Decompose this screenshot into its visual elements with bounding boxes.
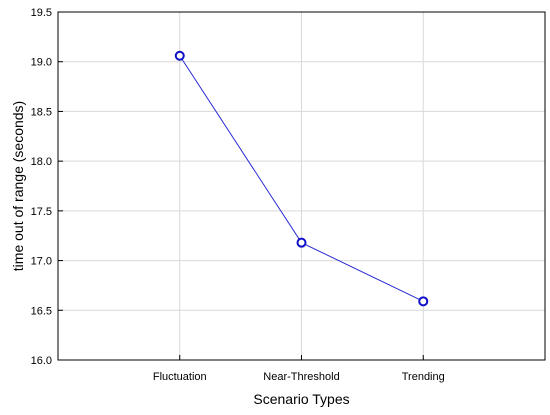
x-tick-label: Near-Threshold xyxy=(263,371,339,383)
y-tick-label: 19.5 xyxy=(31,7,52,19)
data-point xyxy=(418,296,429,307)
y-tick-label: 18.5 xyxy=(31,106,52,118)
y-tick-label: 17.0 xyxy=(31,256,52,268)
y-tick-label: 16.5 xyxy=(31,305,52,317)
x-tick-label: Trending xyxy=(402,371,445,383)
x-tick-label: Fluctuation xyxy=(153,371,207,383)
y-tick-label: 18.0 xyxy=(31,156,52,168)
data-point xyxy=(174,50,185,61)
data-point xyxy=(296,237,307,248)
x-axis-title: Scenario Types xyxy=(253,391,349,407)
y-tick-label: 19.0 xyxy=(31,57,52,69)
gridlines xyxy=(58,11,545,361)
y-axis-title: time out of range (seconds) xyxy=(10,101,26,271)
series-group xyxy=(174,50,429,307)
y-tick-label: 17.5 xyxy=(31,206,52,218)
y-axis-ticks: 16.0 16.5 17.0 17.5 18.0 18.5 19.0 19.5 xyxy=(31,7,63,367)
x-axis-ticks: Fluctuation Near-Threshold Trending xyxy=(153,355,445,383)
y-tick-label: 16.0 xyxy=(31,355,52,367)
